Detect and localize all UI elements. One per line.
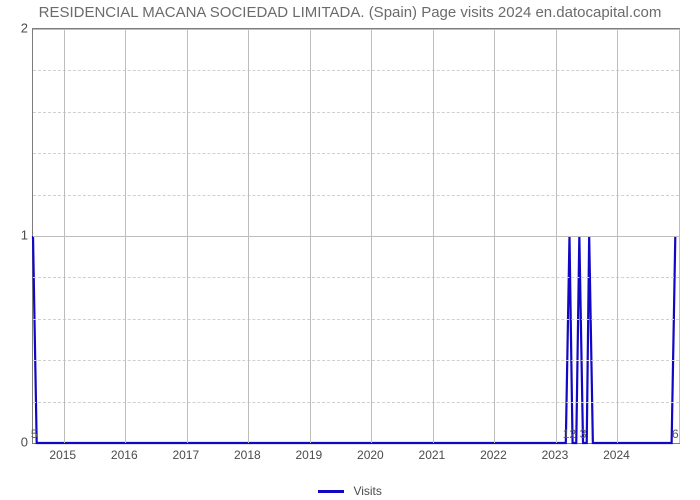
- legend-swatch: [318, 490, 344, 493]
- x-tick-label: 2018: [234, 448, 261, 462]
- gridline-horizontal-minor: [33, 319, 679, 320]
- floor-number-label: 12: [563, 427, 576, 441]
- gridline-vertical: [556, 29, 557, 443]
- floor-number-label: 5: [31, 427, 38, 441]
- x-tick-label: 2023: [542, 448, 569, 462]
- gridline-vertical: [248, 29, 249, 443]
- gridline-horizontal-minor: [33, 277, 679, 278]
- gridline-vertical: [187, 29, 188, 443]
- gridline-horizontal: [33, 29, 679, 30]
- plot-area: 5 12 3 6: [32, 28, 680, 444]
- gridline-vertical: [433, 29, 434, 443]
- gridline-horizontal: [33, 236, 679, 237]
- x-tick-label: 2019: [295, 448, 322, 462]
- gridline-vertical: [125, 29, 126, 443]
- gridline-vertical: [64, 29, 65, 443]
- gridline-horizontal-minor: [33, 195, 679, 196]
- x-tick-label: 2024: [603, 448, 630, 462]
- gridline-vertical: [679, 29, 680, 443]
- gridline-horizontal-minor: [33, 402, 679, 403]
- x-tick-label: 2017: [172, 448, 199, 462]
- y-tick-label: 0: [6, 435, 28, 450]
- floor-number-label: 6: [672, 427, 679, 441]
- gridline-horizontal-minor: [33, 153, 679, 154]
- gridline-horizontal-minor: [33, 112, 679, 113]
- legend: Visits: [0, 483, 700, 498]
- x-tick-label: 2016: [111, 448, 138, 462]
- gridline-vertical: [310, 29, 311, 443]
- x-tick-label: 2015: [49, 448, 76, 462]
- x-tick-label: 2020: [357, 448, 384, 462]
- page-visits-chart: RESIDENCIAL MACANA SOCIEDAD LIMITADA. (S…: [0, 0, 700, 500]
- floor-number-label: 3: [580, 427, 587, 441]
- x-tick-label: 2021: [419, 448, 446, 462]
- gridline-horizontal-minor: [33, 360, 679, 361]
- x-tick-label: 2022: [480, 448, 507, 462]
- y-tick-label: 2: [6, 21, 28, 36]
- gridline-vertical: [494, 29, 495, 443]
- gridline-horizontal-minor: [33, 70, 679, 71]
- gridline-vertical: [617, 29, 618, 443]
- gridline-vertical: [371, 29, 372, 443]
- y-tick-label: 1: [6, 228, 28, 243]
- legend-label: Visits: [353, 484, 381, 498]
- chart-title: RESIDENCIAL MACANA SOCIEDAD LIMITADA. (S…: [0, 4, 700, 21]
